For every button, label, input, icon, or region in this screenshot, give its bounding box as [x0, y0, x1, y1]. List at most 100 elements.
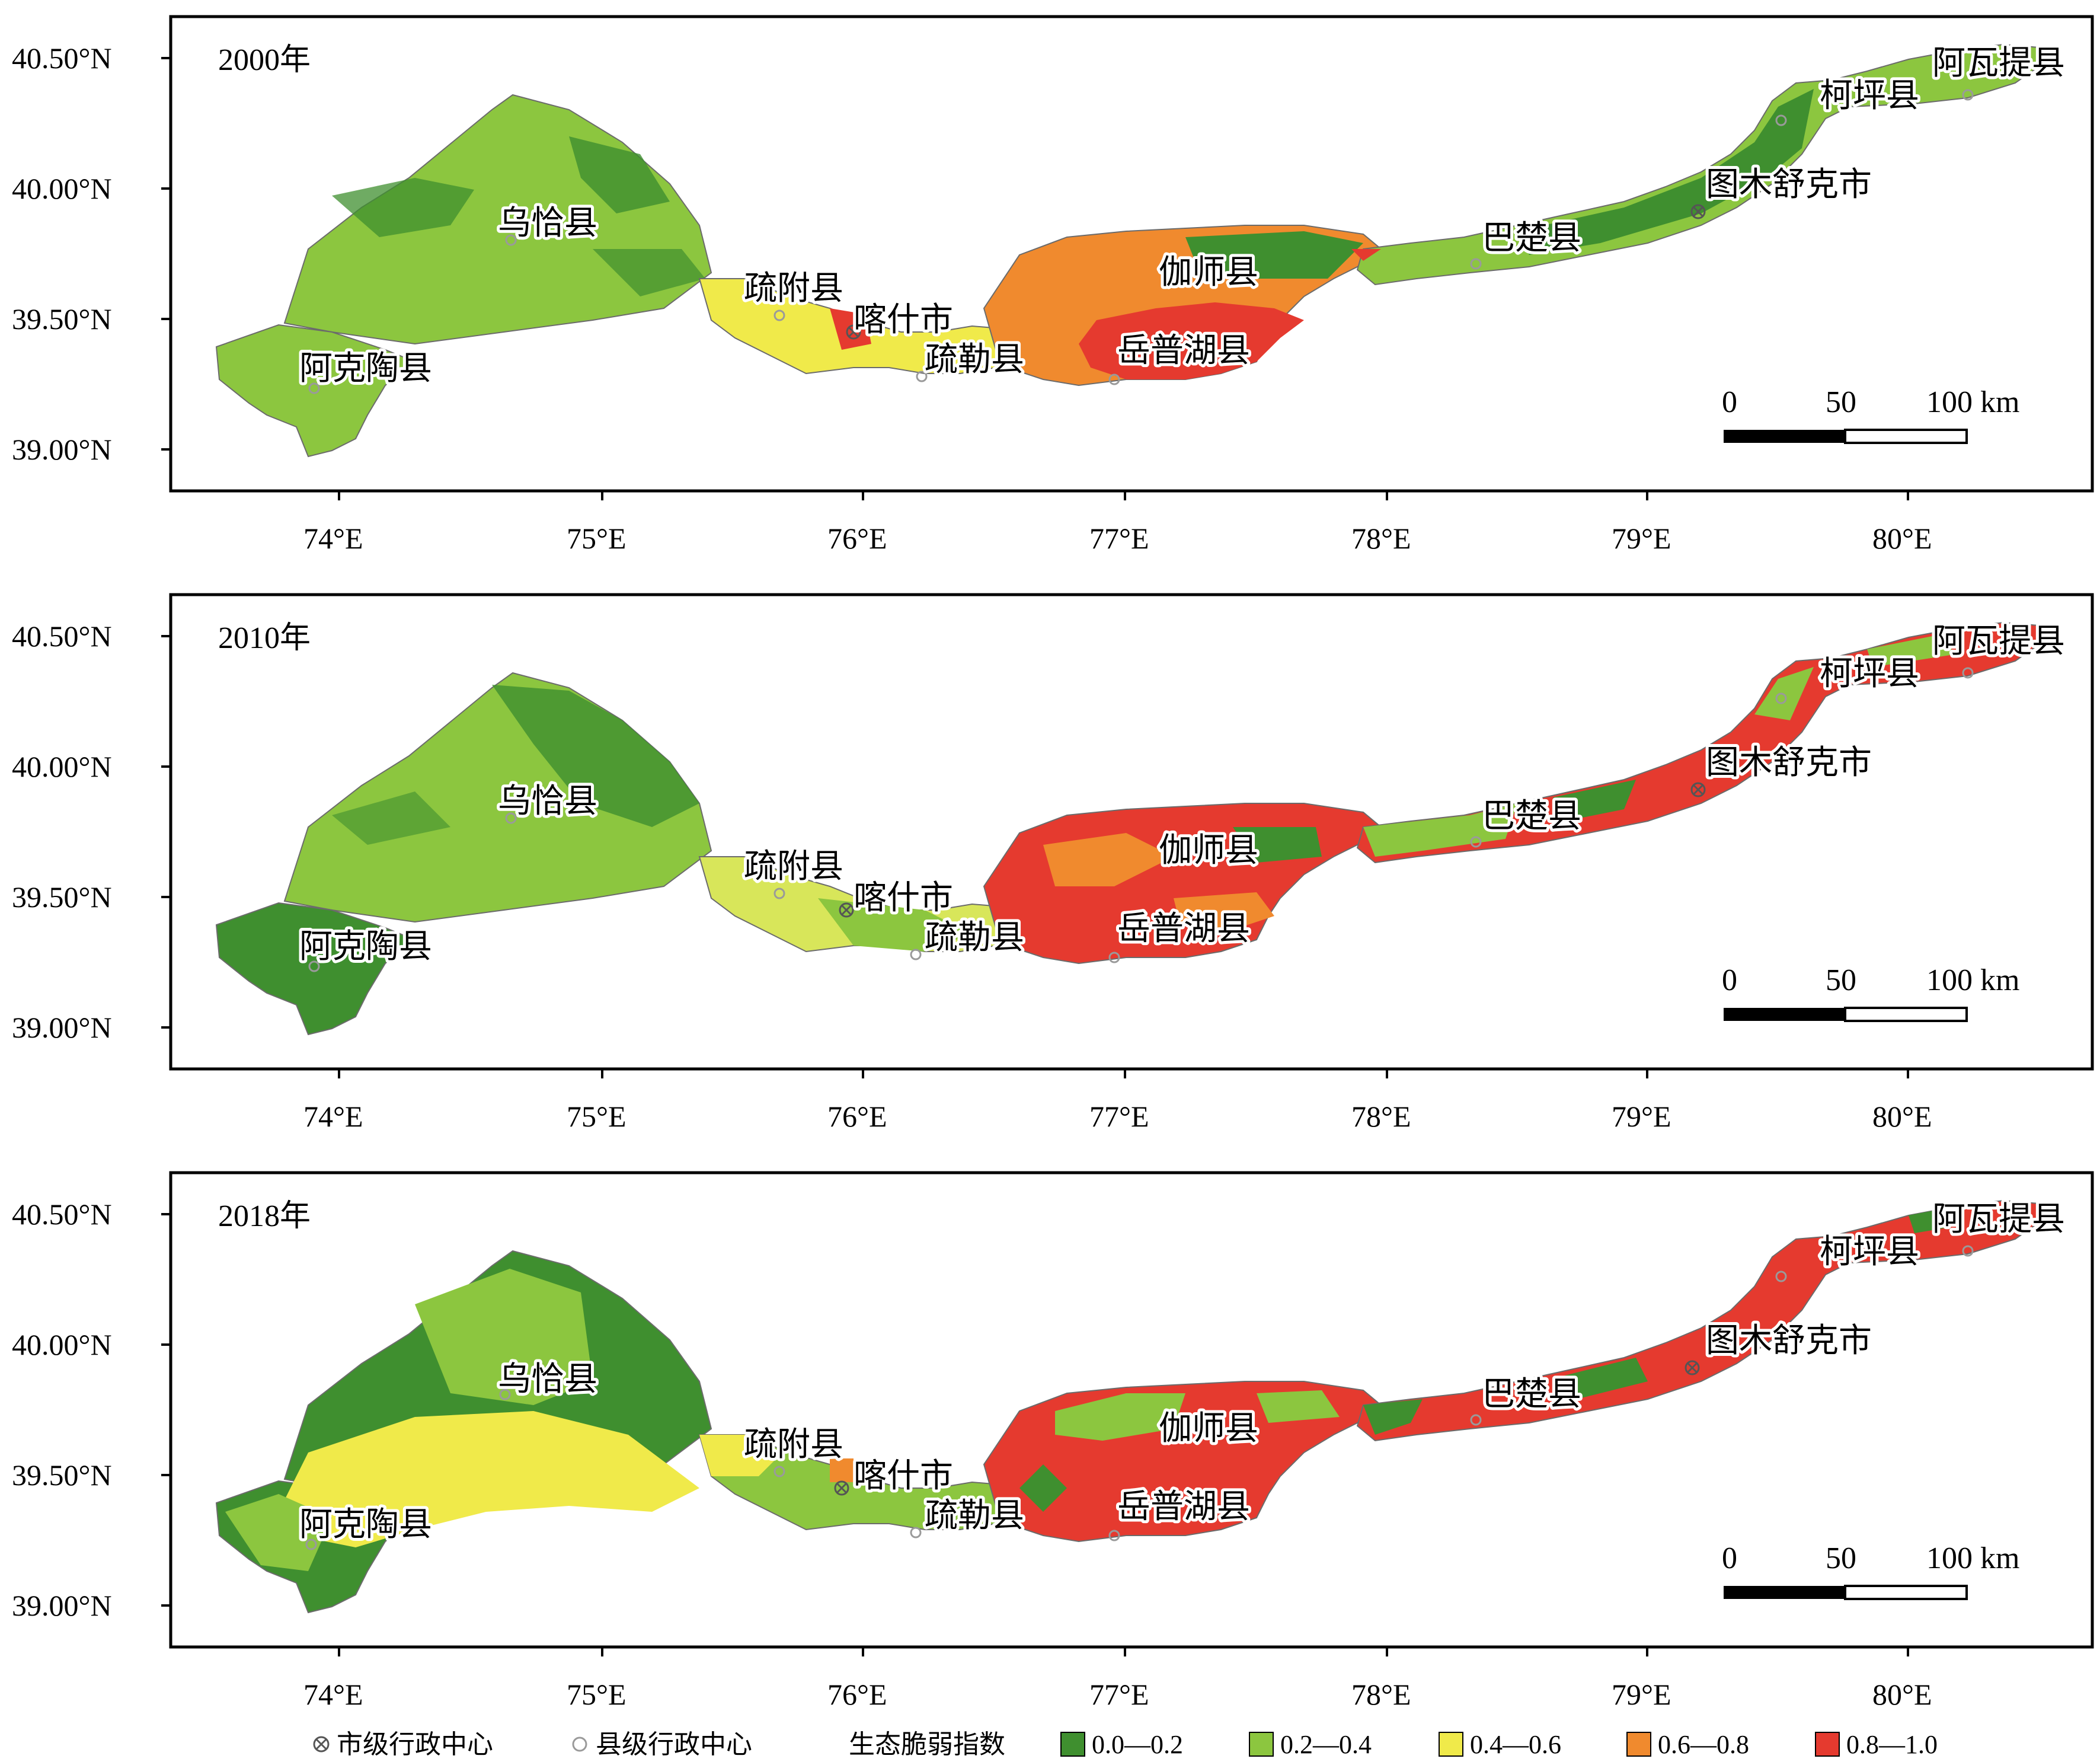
jiashi-orange — [1043, 833, 1174, 886]
legend-class-label: 0.8—1.0 — [1846, 1730, 1938, 1759]
county-center-icon — [910, 949, 922, 960]
x-tick-label: 74°E — [303, 1678, 363, 1711]
city-center-icon — [848, 327, 859, 337]
place-labels: 乌恰县 阿克陶县 疏附县 喀什市 疏勒县 伽师县 岳普湖县 巴楚县 图木舒克市 … — [296, 619, 2068, 972]
year-label: 2010年 — [218, 621, 311, 655]
county-center-icon — [1962, 667, 1974, 679]
x-tick-label: 80°E — [1872, 1678, 1932, 1711]
x-tick-label: 77°E — [1089, 522, 1149, 555]
scale-bar: 0 50 100 km — [1722, 963, 2019, 1022]
county-center-icon — [773, 1466, 785, 1477]
yellow-band — [285, 1411, 699, 1547]
scale-bar-white — [1844, 429, 1968, 444]
corridor-red-edge — [1351, 249, 1381, 261]
county-center-icon — [1962, 1245, 1974, 1257]
x-tick-label: 75°E — [567, 522, 627, 555]
scale-bar-white — [1844, 1007, 1968, 1022]
county-center-icon — [1108, 1530, 1120, 1541]
legend-swatch — [1439, 1732, 1463, 1757]
county-center-icon — [1470, 1414, 1482, 1426]
legend-swatch — [1815, 1732, 1840, 1757]
low-patch — [593, 249, 705, 296]
place-awat: 阿瓦提县 — [1932, 1200, 2065, 1238]
county-center-icon — [505, 234, 517, 246]
year-label: 2000年 — [218, 43, 311, 77]
low-patch — [332, 791, 450, 845]
city-center-icon — [1690, 782, 1706, 797]
corridor-green — [1517, 89, 1814, 255]
x-tick-labels: 74°E 75°E 76°E 77°E 78°E 79°E 80°E — [303, 1678, 1932, 1711]
place-akto: 阿克陶县 — [299, 927, 432, 966]
place-shule: 疏勒县 — [925, 918, 1024, 957]
place-tumushuke: 图木舒克市 — [1706, 743, 1872, 782]
axis-ticks — [161, 1213, 1909, 1656]
place-wuqia: 乌恰县 — [498, 1360, 597, 1399]
scale-label: 0 — [1722, 963, 1737, 997]
city-center-icon — [834, 1480, 849, 1496]
x-tick-labels: 74°E 75°E 76°E 77°E 78°E 79°E 80°E — [303, 522, 1932, 555]
city-center-icon — [836, 1483, 847, 1493]
city-center-icon — [1693, 784, 1703, 795]
yuepuhu-orange — [1174, 892, 1274, 934]
legend: 市级行政中心 县级行政中心 生态脆弱指数 0.0—0.2 0.2—0.4 0.4… — [313, 1729, 1938, 1760]
county-center-icon — [308, 960, 320, 972]
county-center-icon — [572, 1737, 587, 1752]
y-tick-label: 40.00°N — [12, 1328, 112, 1361]
y-tick-label: 40.00°N — [12, 750, 112, 783]
corridor-green — [1363, 1399, 1423, 1435]
jiashi-green — [1055, 1393, 1185, 1441]
scale-bar-black — [1724, 1008, 1845, 1021]
place-bachu: 巴楚县 — [1482, 797, 1581, 835]
county-center-icon — [916, 371, 928, 382]
y-tick-label: 40.50°N — [12, 620, 112, 653]
corridor-green — [1867, 631, 1956, 667]
city-center-icon — [839, 902, 854, 918]
city-center-icon — [1690, 204, 1706, 219]
legend-swatch — [1626, 1732, 1651, 1757]
county-center-icon — [1470, 258, 1482, 270]
scale-bar-black — [1724, 1586, 1845, 1599]
legend-class-label: 0.4—0.6 — [1470, 1730, 1561, 1759]
place-yuepuhu: 岳普湖县 — [1117, 909, 1250, 948]
center-green — [818, 898, 972, 952]
x-tick-label: 80°E — [1872, 522, 1932, 555]
y-tick-labels: 40.50°N 40.00°N 39.50°N 39.00°N — [12, 620, 112, 1044]
county-center-icon — [1775, 114, 1787, 126]
place-kalpin: 柯坪县 — [1820, 655, 1919, 693]
place-shufu: 疏附县 — [744, 269, 843, 308]
corridor-green — [1909, 1206, 1956, 1233]
y-tick-labels: 40.50°N 40.00°N 39.50°N 39.00°N — [12, 42, 112, 466]
corridor-green — [1553, 780, 1636, 821]
map-area — [216, 44, 2045, 457]
scale-bar: 0 50 100 km — [1722, 1541, 2019, 1600]
place-akto: 阿克陶县 — [299, 349, 432, 388]
legend-city-center: 市级行政中心 — [337, 1729, 493, 1760]
county-center-icon — [505, 812, 517, 824]
county-center-icon — [1775, 692, 1787, 704]
legend-class-label: 0.2—0.4 — [1280, 1730, 1372, 1759]
y-tick-label: 39.00°N — [12, 433, 112, 466]
city-center-icon — [841, 905, 852, 915]
y-tick-label: 39.00°N — [12, 1589, 112, 1622]
x-tick-label: 78°E — [1351, 1100, 1411, 1133]
legend-class-label: 0.6—0.8 — [1658, 1730, 1749, 1759]
place-akto: 阿克陶县 — [299, 1505, 432, 1544]
x-tick-labels: 74°E 75°E 76°E 77°E 78°E 79°E 80°E — [303, 1100, 1932, 1133]
x-tick-label: 74°E — [303, 522, 363, 555]
axis-ticks — [161, 57, 1909, 500]
y-tick-label: 39.00°N — [12, 1011, 112, 1044]
scale-label: 50 — [1826, 385, 1856, 419]
y-tick-label: 40.00°N — [12, 172, 112, 205]
county-center-icon — [773, 888, 785, 899]
scale-label: 50 — [1826, 963, 1856, 997]
x-tick-label: 77°E — [1089, 1678, 1149, 1711]
legend-index-title: 生态脆弱指数 — [849, 1729, 1005, 1760]
x-tick-label: 75°E — [567, 1100, 627, 1133]
x-tick-label: 80°E — [1872, 1100, 1932, 1133]
place-shule: 疏勒县 — [925, 1496, 1024, 1535]
year-label: 2018年 — [218, 1199, 311, 1233]
place-labels: 乌恰县 阿克陶县 疏附县 喀什市 疏勒县 伽师县 岳普湖县 巴楚县 图木舒克市 … — [296, 41, 2068, 394]
jiashi-green — [1233, 827, 1322, 863]
low-patch — [332, 178, 474, 237]
